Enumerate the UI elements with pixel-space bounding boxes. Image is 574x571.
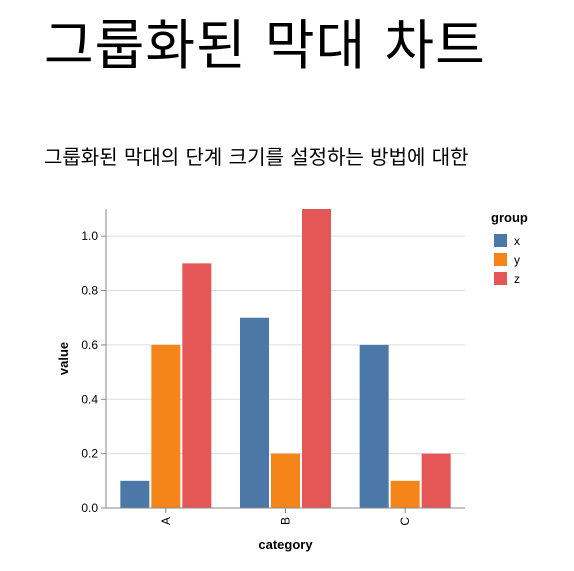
- legend-label-z: z: [514, 272, 520, 286]
- bar-A-x: [120, 480, 150, 508]
- bar-A-y: [151, 344, 181, 508]
- x-tick-label: C: [398, 517, 412, 526]
- y-tick-label: 0.0: [81, 501, 98, 515]
- legend-label-x: x: [514, 234, 520, 248]
- bar-B-z: [302, 209, 331, 508]
- axes: 0.0 0.2 0.4 0.6 0.8 1.0 A B C: [81, 209, 465, 526]
- x-axis-title: category: [258, 537, 313, 552]
- bar-B-y: [271, 453, 300, 508]
- x-tick-label: A: [159, 517, 173, 525]
- legend-swatch-y: [494, 253, 507, 266]
- bars: [120, 209, 451, 508]
- bar-A-z: [182, 263, 212, 508]
- y-tick-label: 0.6: [81, 338, 98, 352]
- y-tick-label: 0.2: [81, 447, 98, 461]
- bar-C-z: [421, 453, 451, 508]
- y-axis-title: value: [56, 342, 71, 375]
- x-tick-label: B: [279, 517, 293, 525]
- y-tick-label: 0.4: [81, 392, 98, 406]
- legend-title: group: [491, 210, 528, 225]
- legend-swatch-x: [494, 234, 507, 247]
- page-title: 그룹화된 막대 차트: [44, 14, 486, 77]
- legend-swatch-z: [494, 272, 507, 285]
- legend: xyz: [494, 234, 520, 286]
- bar-C-y: [390, 480, 420, 508]
- y-tick-label: 1.0: [81, 229, 98, 243]
- bar-C-x: [359, 344, 389, 508]
- intro-text: 그룹화된 막대의 단계 크기를 설정하는 방법에 대한: [44, 145, 469, 169]
- y-tick-label: 0.8: [81, 284, 98, 298]
- bar-B-x: [240, 317, 269, 508]
- legend-label-y: y: [514, 253, 520, 267]
